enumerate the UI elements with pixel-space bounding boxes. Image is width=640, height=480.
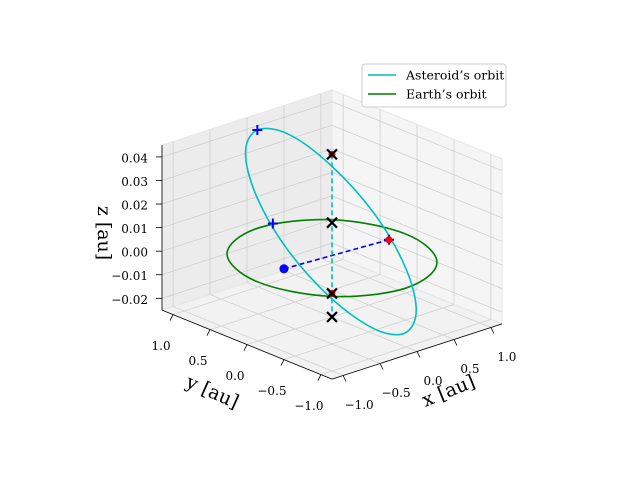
x-marker [326,148,338,161]
y-tick [317,374,322,381]
grid-line [209,109,381,330]
y-tick-label: 1.0 [152,339,171,353]
z-axis-label: z [au] [93,206,115,260]
legend: Asteroid’s orbit Earth’s orbit [361,63,507,108]
legend-box [361,63,507,108]
x-tick-label: −0.5 [381,386,410,400]
z-tick-label: −0.02 [111,293,148,307]
point-marker [385,236,393,244]
x-tick [379,363,384,370]
grid-line [320,154,492,375]
grid-line [161,148,503,219]
point-marker [279,264,289,274]
z-tick-label: −0.01 [111,269,148,283]
y-axis-line [161,309,333,380]
orbit-line [244,127,418,336]
x-tick-label: −1.0 [345,398,374,412]
x-tick [416,351,421,358]
z-tick-label: 0.02 [121,199,148,213]
y-tick-label: −0.5 [257,384,286,398]
z-tick-label: 0.01 [121,222,148,236]
grid-line [283,139,455,360]
x-marker [326,287,338,300]
grid-line [172,94,344,315]
y-tick [280,359,285,366]
y-tick [169,314,174,321]
grid-line [161,124,503,195]
x-tick [490,327,495,334]
x-tick [342,375,347,382]
plot-area [226,125,438,336]
grid [161,93,503,376]
orbit-line [226,218,438,298]
y-tick-label: 0.5 [188,354,207,368]
grid-line [246,117,418,352]
y-tick [243,344,248,351]
axes: −1.0 −0.5 0.0 0.5 1.0 −1.0 −0.5 0.0 0.5 1.0 −0.02 −… [111,145,516,413]
plus-marker [267,218,278,229]
legend-label: Earth’s orbit [406,87,487,102]
y-tick-label: 0.0 [225,369,244,383]
x-axis-line [331,323,503,380]
x-marker [326,216,338,229]
x-tick-label: 0.5 [460,362,479,376]
plus-marker [252,125,263,136]
grid-line [172,141,344,376]
x-tick-label: 0.0 [423,374,442,388]
grid-line [161,101,503,172]
y-tick [206,329,211,336]
grid-line [209,129,381,364]
legend-label: Asteroid’s orbit [405,68,504,83]
z-tick-label: 0.03 [121,175,148,189]
z-tick-label: 0.00 [121,246,148,260]
grid-line [320,93,492,328]
grid-line [246,124,418,345]
x-marker [326,311,338,323]
x-tick [453,339,458,346]
z-tick-label: 0.04 [121,151,148,165]
dashed-line [283,238,390,270]
x-tick-label: 1.0 [497,350,516,364]
y-tick-label: −1.0 [294,399,323,413]
